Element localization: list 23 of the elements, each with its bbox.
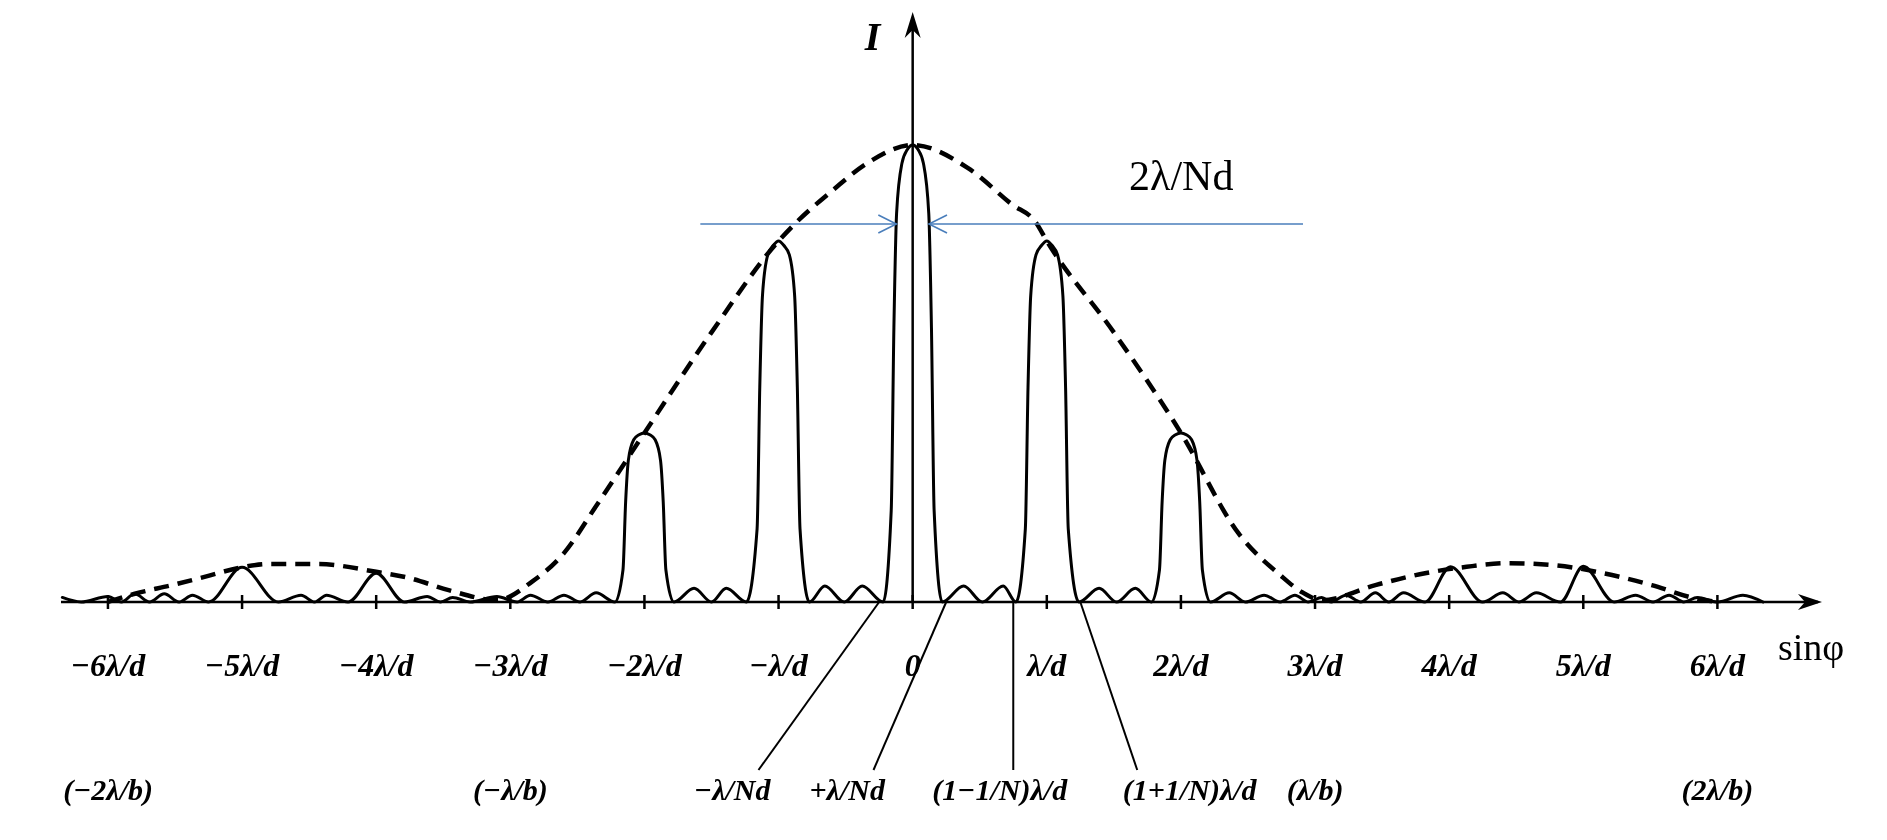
- x2-tick-label: (λ/b): [1286, 773, 1344, 807]
- x-tick-label: −5λ/d: [204, 647, 281, 683]
- x-tick-label: 2λ/d: [1152, 647, 1210, 683]
- annotation: 2λ/Nd: [1129, 153, 1234, 199]
- x2-tick-label: (−2λ/b): [63, 773, 153, 807]
- x-tick-label: 4λ/d: [1420, 647, 1478, 683]
- x-tick-label: −4λ/d: [338, 647, 415, 683]
- x-tick-label: −λ/d: [749, 647, 809, 683]
- x-tick-label: 6λ/d: [1689, 647, 1746, 683]
- y-axis-title: I: [863, 14, 882, 59]
- x2-tick-label: (2λ/b): [1681, 773, 1754, 807]
- annotation: +λ/Nd: [809, 773, 886, 806]
- x-tick-label: −2λ/d: [607, 647, 683, 683]
- x-tick-label: −3λ/d: [473, 647, 549, 683]
- annotation: (1−1/N)λ/d: [932, 773, 1069, 807]
- x-tick-label: λ/d: [1025, 647, 1068, 683]
- x2-tick-label: (−λ/b): [473, 773, 548, 807]
- annotation: −λ/Nd: [693, 773, 772, 806]
- x-tick-label: 5λ/d: [1555, 647, 1612, 683]
- annotation: (1+1/N)λ/d: [1122, 773, 1258, 807]
- x-tick-label: −6λ/d: [70, 647, 147, 683]
- x-axis-title: sinφ: [1778, 626, 1845, 668]
- x-tick-label: 3λ/d: [1286, 647, 1344, 683]
